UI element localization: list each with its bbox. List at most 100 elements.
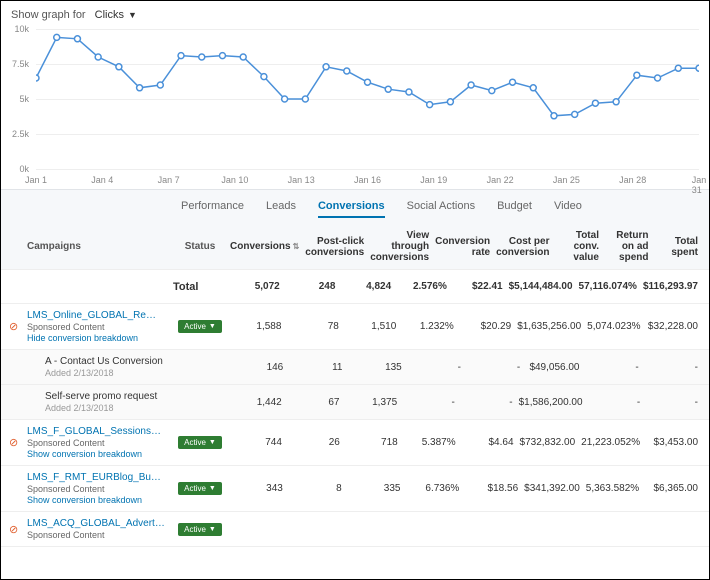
y-tick: 0k xyxy=(19,164,29,174)
cell-spent: - xyxy=(643,397,701,408)
cell-cpc: $18.56 xyxy=(462,483,521,494)
col-conv-rate: Conversion rate xyxy=(432,236,493,258)
status-badge[interactable]: Active▼ xyxy=(178,320,222,333)
tab-conversions[interactable]: Conversions xyxy=(318,200,385,218)
added-date: Added 2/13/2018 xyxy=(45,403,173,413)
table-row: LMS_F_RMT_EURBlog_Bu…Sponsored ContentSh… xyxy=(1,466,709,512)
caret-down-icon: ▼ xyxy=(209,526,216,533)
tab-budget[interactable]: Budget xyxy=(497,200,532,218)
conversion-breakdown-toggle[interactable]: Hide conversion breakdown xyxy=(27,333,173,343)
table-header-row: Campaigns Status Conversions⇅ Post-click… xyxy=(1,224,709,270)
cell-post_click: 8 xyxy=(286,483,345,494)
cell-total_val: $732,832.00 xyxy=(517,437,579,448)
status-badge[interactable]: Active▼ xyxy=(178,482,222,495)
warning-icon: ⊘ xyxy=(9,437,18,449)
cell-roas: 5,363.582% xyxy=(583,483,642,494)
status-badge[interactable]: Active▼ xyxy=(178,436,222,449)
table-total-row: Total 5,072 248 4,824 2.576% $22.41 $5,1… xyxy=(1,270,709,304)
col-campaigns: Campaigns xyxy=(23,241,173,252)
col-conversions[interactable]: Conversions⇅ xyxy=(227,241,302,252)
warning-icon: ⊘ xyxy=(9,524,18,536)
conversion-breakdown-toggle[interactable]: Show conversion breakdown xyxy=(27,449,173,459)
table-row: Self-serve promo requestAdded 2/13/2018 1… xyxy=(1,385,709,420)
campaigns-table: Campaigns Status Conversions⇅ Post-click… xyxy=(1,224,709,547)
conversion-breakdown-toggle[interactable]: Show conversion breakdown xyxy=(27,495,173,505)
cell-view_through: 718 xyxy=(343,437,401,448)
tab-performance[interactable]: Performance xyxy=(181,200,244,218)
graph-metric-value: Clicks xyxy=(95,9,124,21)
caret-down-icon: ▼ xyxy=(128,10,137,20)
cell-cpc: $4.64 xyxy=(459,437,517,448)
cell-conversions: 146 xyxy=(227,362,286,373)
campaign-name-link[interactable]: LMS_F_RMT_EURBlog_Bu… xyxy=(27,472,173,483)
chart-area: 0k2.5k5k7.5k10k Jan 1Jan 4Jan 7Jan 10Jan… xyxy=(1,29,709,189)
table-row: ⊘ LMS_F_GLOBAL_Sessions…Sponsored Content… xyxy=(1,420,709,466)
x-tick: Jan 16 xyxy=(354,175,381,185)
x-tick: Jan 31 xyxy=(692,175,707,195)
col-status: Status xyxy=(173,241,227,252)
y-tick: 7.5k xyxy=(12,59,29,69)
cell-view_through: 1,510 xyxy=(342,321,399,332)
cell-roas: 5,074.023% xyxy=(584,321,643,332)
cell-conv_rate: - xyxy=(400,397,458,408)
table-row: ⊘ LMS_ACQ_GLOBAL_Advert…Sponsored Content… xyxy=(1,512,709,547)
cell-conv_rate: 6.736% xyxy=(403,483,462,494)
cell-conv_rate: - xyxy=(405,362,464,373)
x-tick: Jan 28 xyxy=(619,175,646,185)
x-axis: Jan 1Jan 4Jan 7Jan 10Jan 13Jan 16Jan 19J… xyxy=(36,175,699,189)
y-tick: 2.5k xyxy=(12,129,29,139)
caret-down-icon: ▼ xyxy=(209,485,216,492)
cell-spent: - xyxy=(642,362,701,373)
cell-spent: $32,228.00 xyxy=(644,321,701,332)
tab-bar: Performance Leads Conversions Social Action… xyxy=(1,189,709,224)
x-tick: Jan 10 xyxy=(221,175,248,185)
cell-conv_rate: 5.387% xyxy=(401,437,459,448)
cell-cpc: - xyxy=(458,397,516,408)
cell-roas: - xyxy=(583,362,642,373)
campaign-name-link[interactable]: LMS_Online_GLOBAL_Re… xyxy=(27,310,173,321)
tab-leads[interactable]: Leads xyxy=(266,200,296,218)
warning-icon: ⊘ xyxy=(9,321,18,333)
cell-total_val: $49,056.00 xyxy=(523,362,582,373)
cell-roas: - xyxy=(586,397,644,408)
cell-roas: 21,223.052% xyxy=(578,437,643,448)
y-tick: 5k xyxy=(19,94,29,104)
cell-view_through: 1,375 xyxy=(342,397,400,408)
col-view-through: View through conversions xyxy=(367,230,432,263)
tab-video[interactable]: Video xyxy=(554,200,582,218)
cell-cpc: $20.29 xyxy=(457,321,514,332)
sort-icon: ⇅ xyxy=(293,242,300,251)
campaign-type: Sponsored Content xyxy=(27,484,173,494)
campaign-type: Sponsored Content xyxy=(27,530,173,540)
campaign-name-link[interactable]: LMS_F_GLOBAL_Sessions… xyxy=(27,426,173,437)
x-tick: Jan 7 xyxy=(158,175,180,185)
cell-view_through: 135 xyxy=(346,362,405,373)
campaign-type: Sponsored Content xyxy=(27,438,173,448)
x-tick: Jan 25 xyxy=(553,175,580,185)
cell-post_click: 78 xyxy=(284,321,341,332)
cell-conversions: 343 xyxy=(227,483,286,494)
campaign-name-link[interactable]: LMS_ACQ_GLOBAL_Advert… xyxy=(27,518,173,529)
col-cpc: Cost per conversion xyxy=(493,236,552,258)
x-tick: Jan 1 xyxy=(25,175,47,185)
table-row: ⊘LMS_Online_GLOBAL_Re…Sponsored ContentH… xyxy=(1,304,709,350)
x-tick: Jan 13 xyxy=(288,175,315,185)
status-badge[interactable]: Active▼ xyxy=(178,523,222,536)
cell-total_val: $341,392.00 xyxy=(521,483,583,494)
added-date: Added 2/13/2018 xyxy=(45,368,173,378)
cell-conversions: 1,588 xyxy=(227,321,284,332)
cell-post_click: 67 xyxy=(285,397,343,408)
x-tick: Jan 22 xyxy=(487,175,514,185)
graph-metric-dropdown[interactable]: Clicks ▼ xyxy=(95,9,137,21)
cell-conversions: 744 xyxy=(227,437,285,448)
caret-down-icon: ▼ xyxy=(209,439,216,446)
caret-down-icon: ▼ xyxy=(209,323,216,330)
cell-conv_rate: 1.232% xyxy=(399,321,456,332)
cell-spent: $6,365.00 xyxy=(642,483,701,494)
sub-conversion-name: Self-serve promo request xyxy=(45,391,173,402)
col-roas: Return on ad spend xyxy=(602,230,652,263)
y-tick: 10k xyxy=(14,24,29,34)
tab-social-actions[interactable]: Social Actions xyxy=(407,200,475,218)
cell-total_val: $1,586,200.00 xyxy=(516,397,586,408)
cell-post_click: 11 xyxy=(286,362,345,373)
